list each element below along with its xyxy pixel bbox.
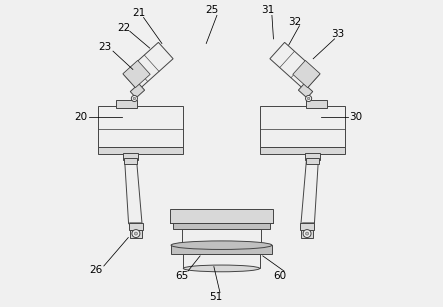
Bar [173,223,270,229]
Text: 26: 26 [89,265,103,275]
Text: 31: 31 [261,5,274,15]
Ellipse shape [171,241,272,250]
Circle shape [306,232,309,235]
Text: 33: 33 [331,29,344,39]
Bar [306,158,319,164]
Circle shape [134,232,137,235]
Polygon shape [270,42,320,91]
Text: 65: 65 [175,271,188,281]
Bar [171,245,272,255]
Text: 25: 25 [206,5,219,15]
Bar [183,254,260,268]
Bar [98,106,183,147]
Polygon shape [123,42,173,91]
Polygon shape [124,160,142,224]
Polygon shape [299,84,313,98]
Text: 21: 21 [132,8,146,18]
Circle shape [133,97,136,100]
Bar [130,230,142,238]
Text: 32: 32 [288,17,302,27]
Ellipse shape [183,265,260,272]
Bar [260,106,345,147]
Circle shape [303,230,311,238]
Bar [123,153,138,160]
Bar [300,223,315,230]
Circle shape [306,95,312,102]
Text: 60: 60 [273,271,286,281]
Bar [306,100,327,108]
Bar [170,208,273,223]
Bar [124,158,137,164]
Circle shape [131,95,137,102]
Bar [260,147,345,154]
Polygon shape [123,60,150,87]
Circle shape [132,230,140,238]
Polygon shape [293,60,320,87]
Text: 20: 20 [74,112,87,122]
Polygon shape [301,160,319,224]
Text: 30: 30 [350,112,362,122]
Text: 51: 51 [209,292,222,302]
Circle shape [307,97,310,100]
Bar [301,230,313,238]
Bar [116,100,137,108]
Polygon shape [130,84,144,98]
Bar [128,223,143,230]
Text: 22: 22 [117,23,130,33]
Text: 23: 23 [99,41,112,52]
Bar [182,229,261,246]
Bar [98,147,183,154]
Bar [305,153,320,160]
